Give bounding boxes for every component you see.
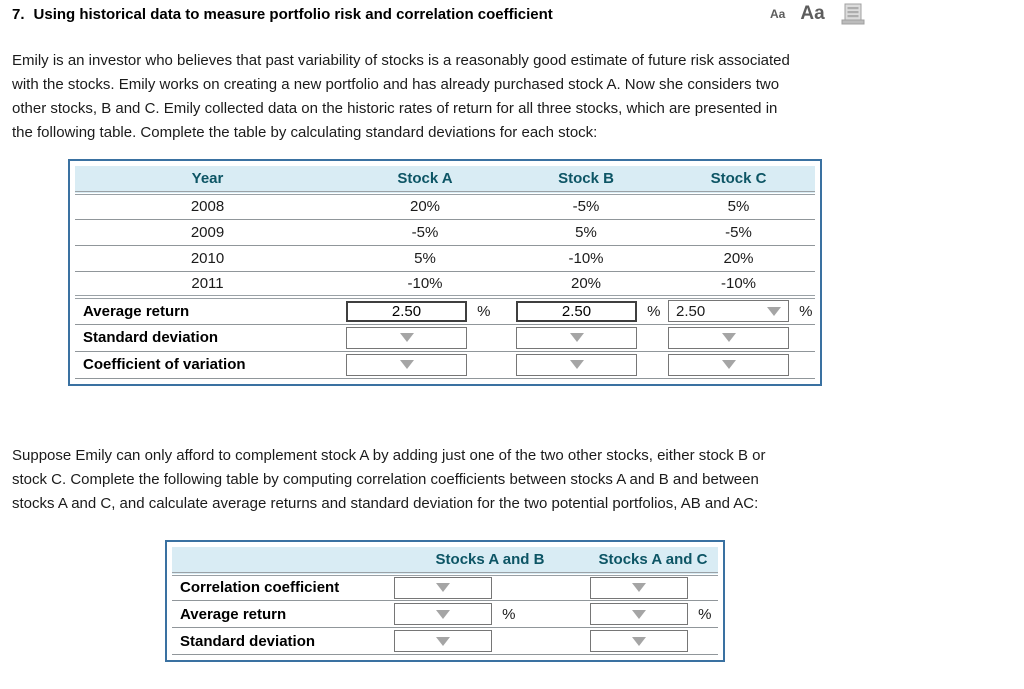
stock-a-return-cell: -10% bbox=[340, 271, 510, 299]
stock-b-return-cell: 20% bbox=[510, 271, 662, 299]
title-bar: 7. Using historical data to measure portf… bbox=[0, 0, 1024, 25]
correlation-coefficient-row: Correlation coefficient bbox=[172, 573, 718, 601]
stock-c-return-cell: 5% bbox=[662, 193, 815, 220]
dropdown-selected-value: 2.50 bbox=[676, 302, 706, 320]
portfolio-standard-deviation-label: Standard deviation bbox=[172, 627, 392, 655]
percent-label: % bbox=[647, 302, 661, 320]
portfolio-table-header-row: Stocks A and B Stocks A and C bbox=[172, 546, 718, 576]
chevron-down-icon bbox=[436, 609, 450, 619]
portfolio-table: Stocks A and B Stocks A and C Correlatio… bbox=[172, 546, 718, 655]
intro-paragraph: Emily is an investor who believes that p… bbox=[12, 52, 790, 141]
year-cell: 2008 bbox=[75, 193, 340, 220]
chevron-down-icon bbox=[632, 609, 646, 619]
col-header-stock-a: Stock A bbox=[340, 166, 510, 195]
standard-deviation-stock-b-dropdown[interactable] bbox=[516, 326, 637, 349]
average-return-label: Average return bbox=[75, 297, 340, 325]
col-header-stock-c: Stock C bbox=[662, 166, 815, 195]
percent-label: % bbox=[799, 302, 813, 320]
stock-c-return-cell: -10% bbox=[662, 271, 815, 299]
chevron-down-icon bbox=[632, 636, 646, 646]
standard-deviation-label: Standard deviation bbox=[75, 324, 340, 352]
stock-b-return-cell: 5% bbox=[510, 219, 662, 246]
stock-b-return-cell: -10% bbox=[510, 245, 662, 272]
chevron-down-icon bbox=[436, 636, 450, 646]
question-number: 7. bbox=[12, 6, 25, 23]
chevron-down-icon bbox=[632, 583, 646, 593]
year-cell: 2011 bbox=[75, 271, 340, 299]
col-header-stocks-ac: Stocks A and C bbox=[588, 546, 718, 576]
returns-table-header-row: Year Stock A Stock B Stock C bbox=[75, 166, 815, 195]
average-return-stock-c-dropdown[interactable]: 2.50 bbox=[668, 300, 789, 323]
average-return-row: Average return % % 2.50 % bbox=[75, 297, 815, 325]
coefficient-of-variation-stock-a-dropdown[interactable] bbox=[346, 353, 467, 376]
question-title-text: Using historical data to measure portfol… bbox=[33, 6, 553, 23]
percent-label: % bbox=[698, 605, 712, 623]
table-row: 2011 -10% 20% -10% bbox=[75, 271, 815, 299]
standard-deviation-stock-c-dropdown[interactable] bbox=[668, 326, 789, 349]
chevron-down-icon bbox=[721, 333, 736, 342]
chevron-down-icon bbox=[767, 306, 781, 316]
portfolio-average-return-label: Average return bbox=[172, 600, 392, 628]
coefficient-of-variation-row: Coefficient of variation bbox=[75, 351, 815, 379]
coefficient-of-variation-stock-c-dropdown[interactable] bbox=[668, 353, 789, 376]
stock-b-return-cell: -5% bbox=[510, 193, 662, 220]
portfolio-average-return-row: Average return % % bbox=[172, 600, 718, 628]
portfolio-standard-deviation-row: Standard deviation bbox=[172, 627, 718, 655]
table-row: 2008 20% -5% 5% bbox=[75, 193, 815, 220]
correlation-ab-dropdown[interactable] bbox=[394, 576, 492, 599]
col-header-stock-b: Stock B bbox=[510, 166, 662, 195]
average-return-ac-dropdown[interactable] bbox=[590, 603, 688, 625]
increase-text-size-button[interactable]: Aa bbox=[800, 3, 825, 24]
year-cell: 2010 bbox=[75, 245, 340, 272]
chevron-down-icon bbox=[721, 360, 736, 369]
average-return-ab-dropdown[interactable] bbox=[394, 603, 492, 625]
decrease-text-size-button[interactable]: Aa bbox=[770, 7, 786, 21]
toolbar: Aa Aa bbox=[770, 3, 866, 25]
printer-icon[interactable] bbox=[840, 3, 866, 25]
coefficient-of-variation-stock-b-dropdown[interactable] bbox=[516, 353, 637, 376]
stock-c-return-cell: 20% bbox=[662, 245, 815, 272]
stock-c-return-cell: -5% bbox=[662, 219, 815, 246]
returns-table: Year Stock A Stock B Stock C 2008 20% -5… bbox=[75, 166, 815, 379]
returns-table-panel: Year Stock A Stock B Stock C 2008 20% -5… bbox=[68, 159, 822, 386]
correlation-coefficient-label: Correlation coefficient bbox=[172, 573, 392, 601]
stock-a-return-cell: 20% bbox=[340, 193, 510, 220]
average-return-stock-a-input[interactable] bbox=[346, 300, 467, 322]
standard-deviation-ac-dropdown[interactable] bbox=[590, 630, 688, 652]
table-row: 2010 5% -10% 20% bbox=[75, 245, 815, 272]
portfolio-paragraph: Suppose Emily can only afford to complem… bbox=[12, 446, 766, 512]
coefficient-of-variation-label: Coefficient of variation bbox=[75, 351, 340, 379]
col-header-stocks-ab: Stocks A and B bbox=[392, 546, 588, 576]
correlation-ac-dropdown[interactable] bbox=[590, 576, 688, 599]
table-row: 2009 -5% 5% -5% bbox=[75, 219, 815, 246]
chevron-down-icon bbox=[569, 360, 584, 369]
year-cell: 2009 bbox=[75, 219, 340, 246]
chevron-down-icon bbox=[399, 360, 414, 369]
col-header-year: Year bbox=[75, 166, 340, 195]
portfolio-table-panel: Stocks A and B Stocks A and C Correlatio… bbox=[165, 539, 725, 662]
average-return-stock-b-input[interactable] bbox=[516, 300, 637, 322]
standard-deviation-stock-a-dropdown[interactable] bbox=[346, 326, 467, 349]
stock-a-return-cell: 5% bbox=[340, 245, 510, 272]
standard-deviation-row: Standard deviation bbox=[75, 324, 815, 352]
percent-label: % bbox=[502, 605, 516, 623]
percent-label: % bbox=[477, 302, 491, 320]
stock-a-return-cell: -5% bbox=[340, 219, 510, 246]
standard-deviation-ab-dropdown[interactable] bbox=[394, 630, 492, 652]
chevron-down-icon bbox=[399, 333, 414, 342]
question-title: 7. Using historical data to measure portf… bbox=[12, 6, 1012, 23]
chevron-down-icon bbox=[436, 583, 450, 593]
empty-header-cell bbox=[172, 546, 392, 576]
chevron-down-icon bbox=[569, 333, 584, 342]
